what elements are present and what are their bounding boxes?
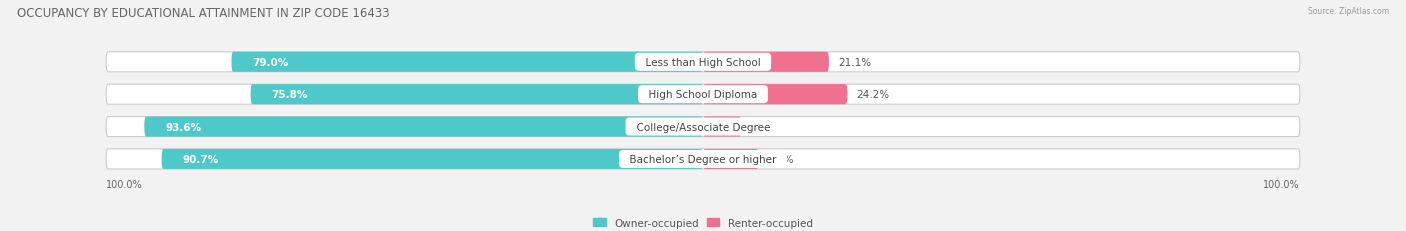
- Text: High School Diploma: High School Diploma: [643, 90, 763, 100]
- Text: 79.0%: 79.0%: [252, 58, 288, 67]
- Text: 100.0%: 100.0%: [105, 179, 143, 189]
- FancyBboxPatch shape: [162, 149, 703, 169]
- Legend: Owner-occupied, Renter-occupied: Owner-occupied, Renter-occupied: [593, 218, 813, 228]
- Text: 100.0%: 100.0%: [1263, 179, 1301, 189]
- Text: Less than High School: Less than High School: [638, 58, 768, 67]
- FancyBboxPatch shape: [105, 52, 1301, 73]
- Text: 24.2%: 24.2%: [856, 90, 890, 100]
- FancyBboxPatch shape: [703, 117, 741, 137]
- FancyBboxPatch shape: [105, 149, 1301, 169]
- FancyBboxPatch shape: [703, 85, 848, 105]
- Text: OCCUPANCY BY EDUCATIONAL ATTAINMENT IN ZIP CODE 16433: OCCUPANCY BY EDUCATIONAL ATTAINMENT IN Z…: [17, 7, 389, 20]
- Text: 75.8%: 75.8%: [271, 90, 308, 100]
- FancyBboxPatch shape: [703, 149, 758, 169]
- FancyBboxPatch shape: [105, 85, 1301, 105]
- Text: 93.6%: 93.6%: [166, 122, 201, 132]
- Text: 21.1%: 21.1%: [838, 58, 872, 67]
- Text: Bachelor’s Degree or higher: Bachelor’s Degree or higher: [623, 154, 783, 164]
- FancyBboxPatch shape: [703, 52, 830, 73]
- Text: Source: ZipAtlas.com: Source: ZipAtlas.com: [1308, 7, 1389, 16]
- FancyBboxPatch shape: [145, 117, 703, 137]
- FancyBboxPatch shape: [232, 52, 703, 73]
- Text: 9.3%: 9.3%: [768, 154, 794, 164]
- FancyBboxPatch shape: [250, 85, 703, 105]
- Text: 90.7%: 90.7%: [183, 154, 219, 164]
- FancyBboxPatch shape: [105, 117, 1301, 137]
- Text: College/Associate Degree: College/Associate Degree: [630, 122, 776, 132]
- Text: 6.4%: 6.4%: [751, 122, 776, 132]
